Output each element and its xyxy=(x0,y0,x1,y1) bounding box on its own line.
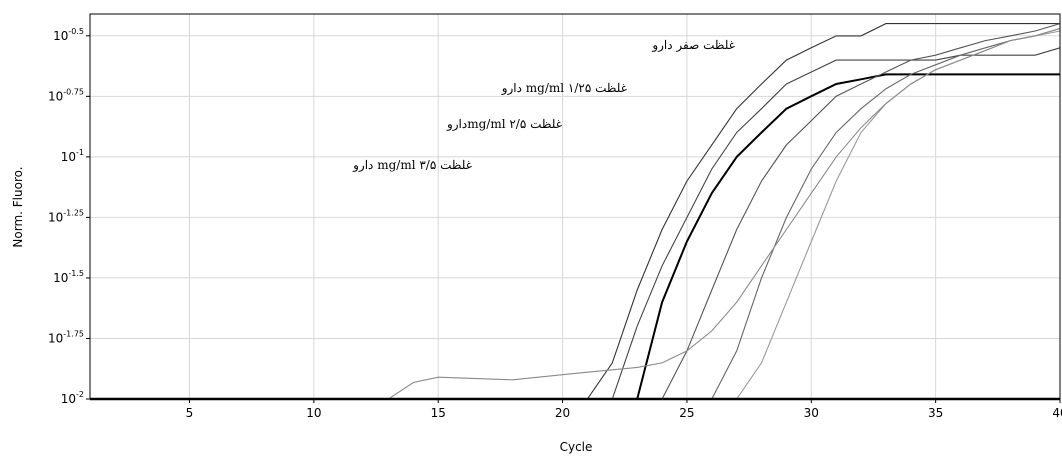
annotation: غلظت mg/ml ۳/۵ دارو xyxy=(352,158,472,172)
x-tick-label: 25 xyxy=(679,406,694,420)
y-tick-label: 10-1.5 xyxy=(53,269,84,285)
y-tick-label: 10-0.75 xyxy=(48,87,84,103)
x-tick-label: 10 xyxy=(306,406,321,420)
y-axis-label: Norm. Fluoro. xyxy=(11,166,25,247)
x-tick-label: 40 xyxy=(1052,406,1062,420)
amplification-curve xyxy=(90,27,1061,400)
x-tick-label: 15 xyxy=(431,406,446,420)
x-axis-label: Cycle xyxy=(560,440,593,454)
annotation: غلظت mg/ml ۲/۵دارو xyxy=(446,117,562,131)
x-tick-label: 30 xyxy=(804,406,819,420)
annotation: غلظت mg/ml ۱/۲۵ دارو xyxy=(501,81,627,95)
annotation: غلظت صفر دارو xyxy=(651,38,735,52)
plot-area xyxy=(90,14,1060,399)
y-tick-label: 10-0.5 xyxy=(53,27,84,43)
y-tick-label: 10-2 xyxy=(61,390,84,406)
y-tick-label: 10-1.25 xyxy=(48,208,84,224)
y-tick-label: 10-1 xyxy=(61,148,84,164)
y-tick-label: 10-1.75 xyxy=(48,329,84,345)
x-tick-label: 35 xyxy=(928,406,943,420)
x-tick-label: 5 xyxy=(186,406,194,420)
x-tick-label: 20 xyxy=(555,406,570,420)
